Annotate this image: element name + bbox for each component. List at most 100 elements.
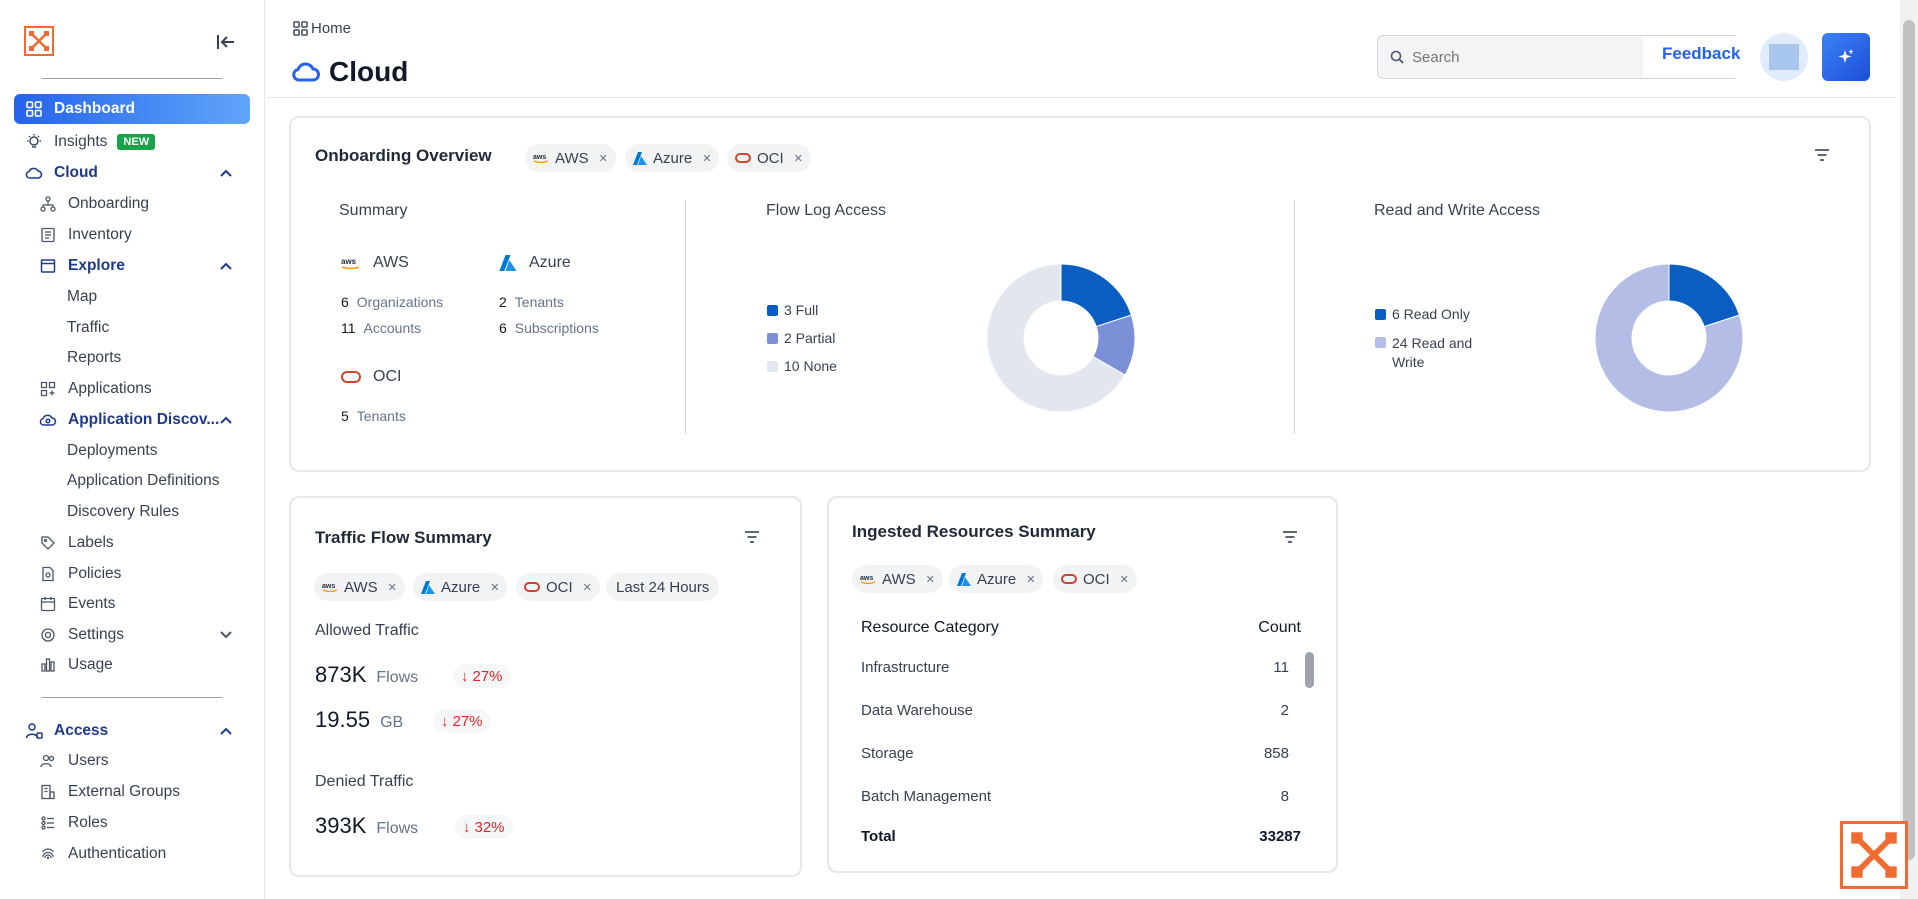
sidebar-item-labels[interactable]: Labels (14, 528, 250, 558)
filter-chip-aws[interactable]: aws AWS ✕ (852, 565, 943, 593)
azure-logo-icon (421, 580, 435, 594)
legend-item: 3 Full (767, 302, 837, 318)
brand-logo-icon[interactable] (24, 26, 54, 56)
search-box[interactable] (1377, 35, 1740, 79)
sidebar-item-traffic[interactable]: Traffic (14, 313, 250, 343)
sidebar-item-label: Labels (68, 534, 114, 551)
brand-launcher-button[interactable] (1840, 821, 1908, 889)
filter-icon[interactable] (741, 526, 763, 548)
azure-tenants-stat: 2 Tenants (499, 294, 564, 310)
azure-logo-icon (957, 572, 971, 586)
page-scrollbar[interactable] (1900, 0, 1918, 899)
filter-chip-oci[interactable]: OCI ✕ (1053, 565, 1137, 593)
breadcrumb[interactable]: Home (293, 20, 351, 37)
sidebar-item-label: Dashboard (54, 100, 135, 117)
remove-chip-icon[interactable]: ✕ (1119, 573, 1129, 586)
column-header-category[interactable]: Resource Category (861, 619, 999, 636)
sidebar-item-label: External Groups (68, 783, 180, 800)
sidebar-item-inventory[interactable]: Inventory (14, 220, 250, 250)
filter-icon[interactable] (1811, 144, 1833, 166)
svg-text:aws: aws (341, 257, 357, 266)
remove-chip-icon[interactable]: ✕ (1026, 573, 1036, 586)
legend-label: 6 Read Only (1392, 306, 1470, 322)
sidebar-item-dashboard[interactable]: Dashboard (14, 94, 250, 124)
sidebar-item-reports[interactable]: Reports (14, 343, 250, 373)
remove-chip-icon[interactable]: ✕ (925, 573, 935, 586)
filter-icon[interactable] (1279, 526, 1301, 548)
feedback-link[interactable]: Feedback (1662, 44, 1741, 63)
denied-traffic-label: Denied Traffic (315, 773, 414, 790)
sidebar-item-external-groups[interactable]: External Groups (14, 777, 250, 807)
chevron-up-icon[interactable] (218, 723, 234, 739)
chevron-down-icon[interactable] (218, 627, 234, 643)
filter-chip-oci[interactable]: OCI ✕ (727, 144, 811, 172)
inventory-icon (38, 225, 58, 245)
table-row[interactable]: Storage 858 (861, 732, 1301, 775)
filter-chip-oci[interactable]: OCI ✕ (516, 573, 600, 601)
sidebar-item-application-definitions[interactable]: Application Definitions (14, 466, 250, 496)
remove-chip-icon[interactable]: ✕ (793, 152, 803, 165)
ai-assistant-button[interactable] (1822, 33, 1870, 81)
sidebar-item-roles[interactable]: Roles (14, 808, 250, 838)
sidebar-item-deployments[interactable]: Deployments (14, 436, 250, 466)
allowed-traffic-label: Allowed Traffic (315, 622, 419, 639)
legend-item: 2 Partial (767, 330, 837, 346)
sidebar-item-usage[interactable]: Usage (14, 650, 250, 680)
donut-slice-read-only[interactable] (1668, 263, 1741, 328)
sidebar-item-events[interactable]: Events (14, 589, 250, 619)
time-range-chip[interactable]: Last 24 Hours (606, 573, 720, 601)
roles-icon (38, 813, 58, 833)
filter-chip-azure[interactable]: Azure ✕ (625, 144, 720, 172)
sidebar-item-applications[interactable]: Applications (14, 374, 250, 404)
sidebar-item-discovery-rules[interactable]: Discovery Rules (14, 497, 250, 527)
sidebar-item-policies[interactable]: Policies (14, 559, 250, 589)
remove-chip-icon[interactable]: ✕ (598, 152, 608, 165)
sidebar-item-map[interactable]: Map (14, 282, 250, 312)
filter-chip-aws[interactable]: aws AWS ✕ (314, 573, 405, 601)
ingested-resources-card: Ingested Resources Summary aws AWS ✕ Azur… (827, 496, 1338, 873)
table-scrollbar[interactable] (1305, 652, 1314, 688)
legend-swatch (1375, 309, 1386, 320)
applications-icon (38, 379, 58, 399)
remove-chip-icon[interactable]: ✕ (702, 152, 712, 165)
collapse-sidebar-icon[interactable] (214, 30, 238, 54)
read-write-legend: 6 Read Only 24 Read and Write (1375, 306, 1525, 384)
filter-chip-aws[interactable]: aws AWS ✕ (525, 144, 616, 172)
sidebar-item-users[interactable]: Users (14, 746, 250, 776)
sidebar-item-label: Cloud (54, 164, 98, 181)
arrow-down-icon: ↓ (463, 818, 471, 836)
remove-chip-icon[interactable]: ✕ (387, 581, 397, 594)
chevron-up-icon[interactable] (218, 165, 234, 181)
fingerprint-icon (38, 844, 58, 864)
sidebar-item-access[interactable]: Access (14, 716, 250, 746)
sidebar-item-explore[interactable]: Explore (14, 251, 250, 281)
sidebar-item-authentication[interactable]: Authentication (14, 839, 250, 869)
sidebar-item-insights[interactable]: Insights NEW (14, 127, 250, 157)
cloud-icon (24, 163, 44, 183)
breadcrumb-home[interactable]: Home (311, 20, 352, 37)
table-row[interactable]: Batch Management 8 (861, 775, 1301, 818)
metric-value: 393K (315, 813, 367, 838)
donut-slice-full[interactable] (1060, 263, 1133, 328)
chip-label: OCI (757, 149, 784, 167)
sidebar-item-settings[interactable]: Settings (14, 620, 250, 650)
filter-chip-azure[interactable]: Azure ✕ (413, 573, 508, 601)
remove-chip-icon[interactable]: ✕ (490, 581, 500, 594)
sidebar-item-label: Reports (67, 349, 122, 366)
remove-chip-icon[interactable]: ✕ (582, 581, 592, 594)
search-input[interactable] (1412, 48, 1632, 66)
cloud-search-icon (38, 410, 58, 430)
sidebar-item-onboarding[interactable]: Onboarding (14, 189, 250, 219)
sidebar-item-application-discovery[interactable]: Application Discov... (14, 405, 250, 435)
column-header-count[interactable]: Count (1258, 619, 1301, 636)
donut-slice-read-and-write[interactable] (1594, 263, 1744, 413)
table-row[interactable]: Infrastructure 11 (861, 646, 1301, 689)
filter-chip-azure[interactable]: Azure ✕ (949, 565, 1044, 593)
avatar[interactable] (1760, 33, 1808, 81)
page-scrollbar-thumb[interactable] (1903, 20, 1915, 860)
donut-slice-none[interactable] (986, 263, 1126, 413)
sidebar-item-cloud[interactable]: Cloud (14, 158, 250, 188)
chevron-up-icon[interactable] (218, 258, 234, 274)
table-row[interactable]: Data Warehouse 2 (861, 689, 1301, 732)
chevron-up-icon[interactable] (218, 412, 234, 428)
